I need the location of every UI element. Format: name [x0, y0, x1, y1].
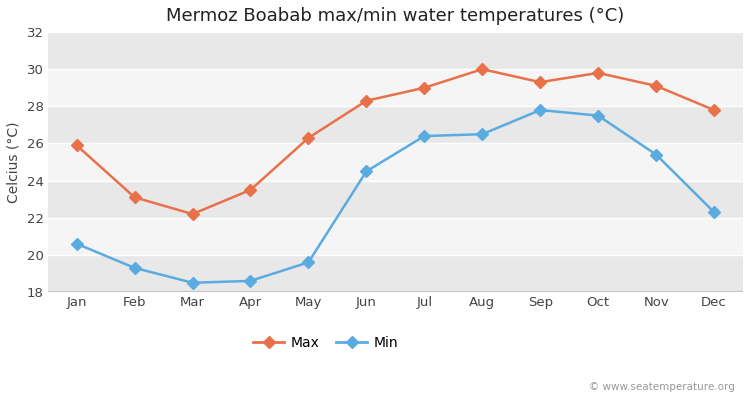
Text: © www.seatemperature.org: © www.seatemperature.org — [590, 382, 735, 392]
Bar — [48, 181, 743, 218]
Bar — [48, 106, 743, 144]
Bar — [48, 69, 743, 106]
Legend: Max, Min: Max, Min — [248, 330, 404, 355]
Title: Mermoz Boabab max/min water temperatures (°C): Mermoz Boabab max/min water temperatures… — [166, 7, 625, 25]
Bar — [48, 218, 743, 255]
Bar — [48, 144, 743, 181]
Bar — [48, 255, 743, 292]
Y-axis label: Celcius (°C): Celcius (°C) — [7, 121, 21, 203]
Bar — [48, 32, 743, 69]
